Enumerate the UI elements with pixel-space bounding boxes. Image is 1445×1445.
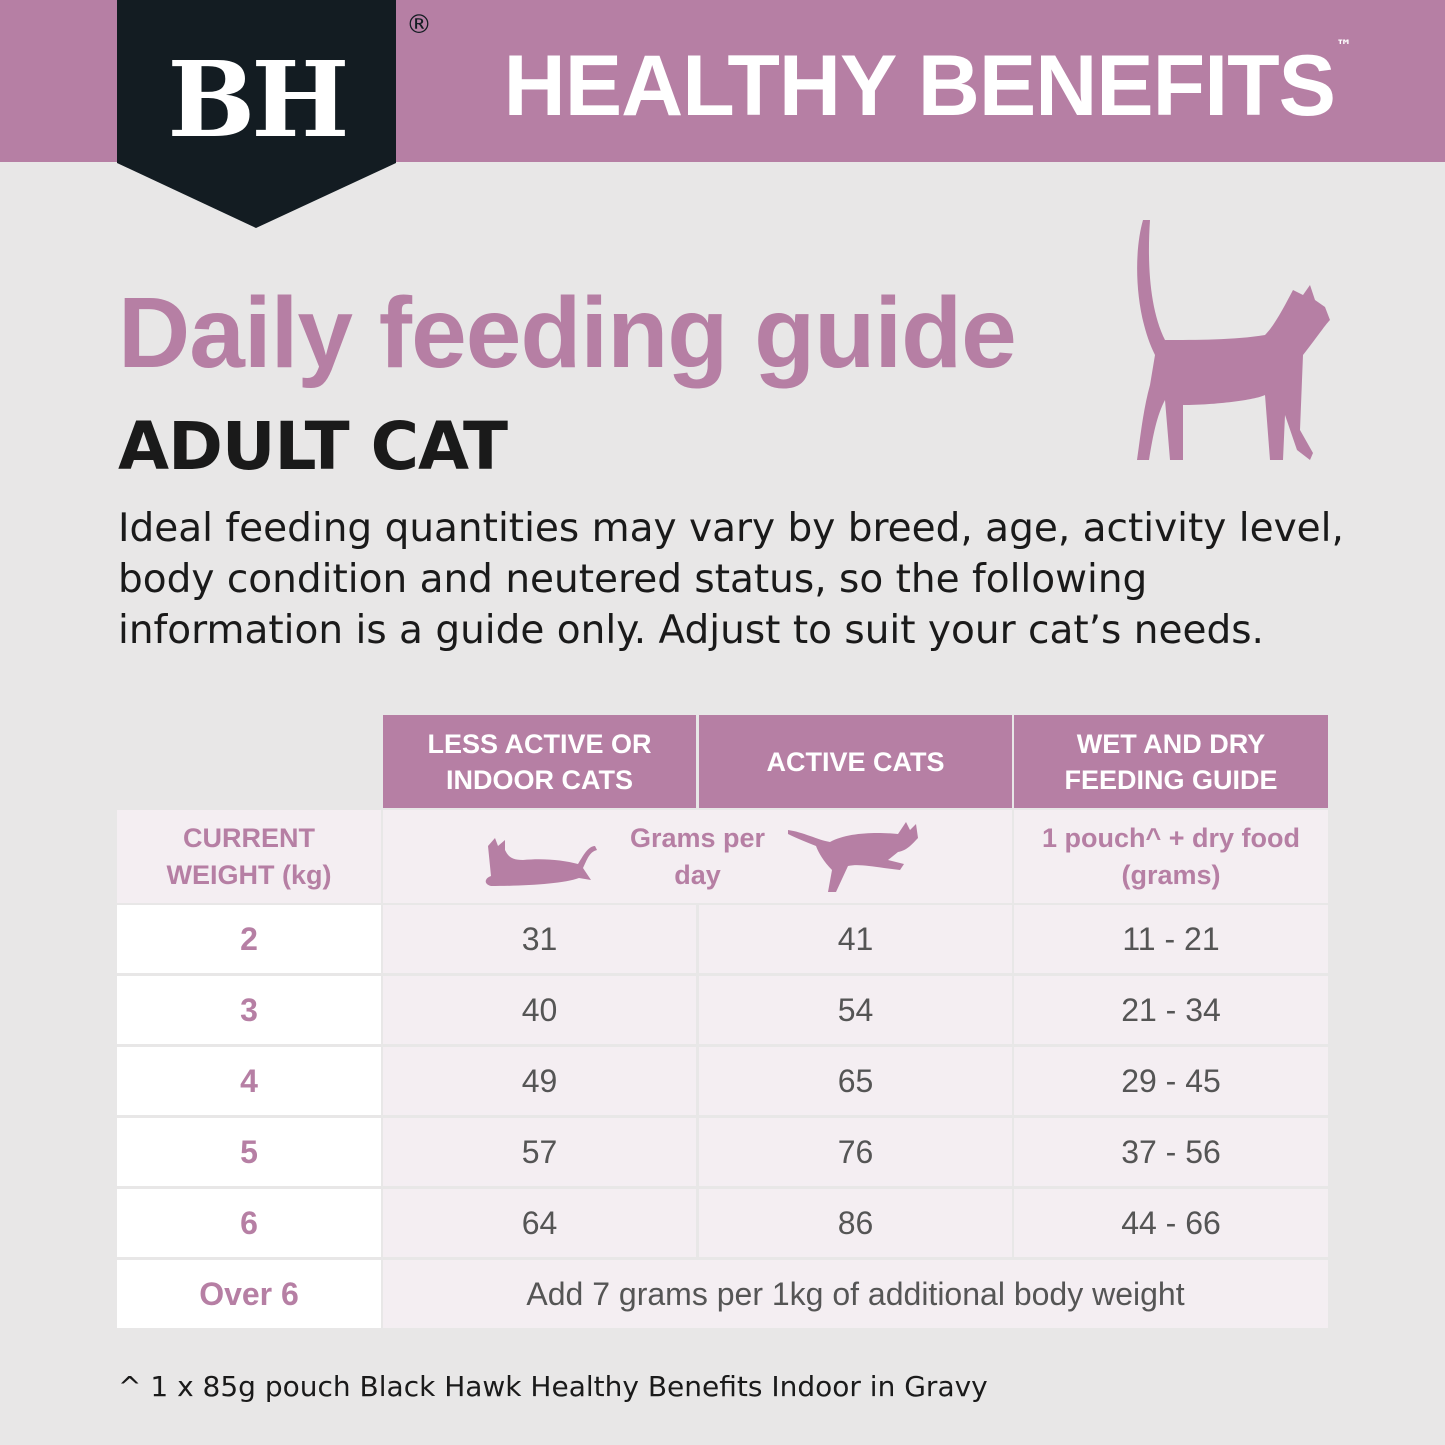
footnote: ^ 1 x 85g pouch Black Hawk Healthy Benef… xyxy=(118,1370,988,1403)
table-cell-less-active: 57 xyxy=(383,1118,696,1186)
weight-header: CURRENT WEIGHT (kg) xyxy=(117,810,381,903)
page-title: Daily feeding guide xyxy=(118,277,1017,389)
table-cell-less-active: 31 xyxy=(383,905,696,973)
table-cell-less-active: 49 xyxy=(383,1047,696,1115)
table-cell-active: 41 xyxy=(699,905,1012,973)
registered-mark: ® xyxy=(406,10,432,40)
over-six-note: Add 7 grams per 1kg of additional body w… xyxy=(383,1260,1328,1328)
wet-dry-header: 1 pouch^ + dry food (grams) xyxy=(1014,810,1328,903)
column-header: WET AND DRY FEEDING GUIDE xyxy=(1014,715,1328,808)
table-cell-wet-dry: 29 - 45 xyxy=(1014,1047,1328,1115)
column-header: LESS ACTIVE OR INDOOR CATS xyxy=(383,715,696,808)
standing-cat-icon xyxy=(1137,220,1330,460)
table-cell-wet-dry: 44 - 66 xyxy=(1014,1189,1328,1257)
grams-per-day-header: Grams per day xyxy=(383,810,1012,903)
brand-logo: BH xyxy=(167,38,349,161)
table-cell-active: 76 xyxy=(699,1118,1012,1186)
table-cell-active: 65 xyxy=(699,1047,1012,1115)
page-subtitle: ADULT CAT xyxy=(118,408,508,485)
table-cell-wet-dry: 21 - 34 xyxy=(1014,976,1328,1044)
table-cell-active: 86 xyxy=(699,1189,1012,1257)
table-cell-less-active: 40 xyxy=(383,976,696,1044)
weight-cell: 4 xyxy=(117,1047,381,1115)
logo-shield xyxy=(117,0,396,228)
weight-cell: 6 xyxy=(117,1189,381,1257)
weight-cell: 5 xyxy=(117,1118,381,1186)
table-cell-active: 54 xyxy=(699,976,1012,1044)
table-cell-wet-dry: 11 - 21 xyxy=(1014,905,1328,973)
product-line-title: HEALTHY BENEFITS xyxy=(503,38,1336,134)
lying-cat-icon xyxy=(485,838,597,886)
weight-cell: 2 xyxy=(117,905,381,973)
weight-cell: 3 xyxy=(117,976,381,1044)
trademark: ™ xyxy=(1336,36,1352,55)
weight-cell: Over 6 xyxy=(117,1260,381,1328)
grams-per-day-label: Grams per day xyxy=(629,822,766,890)
leaping-cat-icon xyxy=(788,822,918,892)
table-cell-less-active: 64 xyxy=(383,1189,696,1257)
description: Ideal feeding quantities may vary by bre… xyxy=(118,506,1344,653)
table-cell-wet-dry: 37 - 56 xyxy=(1014,1118,1328,1186)
column-header: ACTIVE CATS xyxy=(699,715,1012,808)
